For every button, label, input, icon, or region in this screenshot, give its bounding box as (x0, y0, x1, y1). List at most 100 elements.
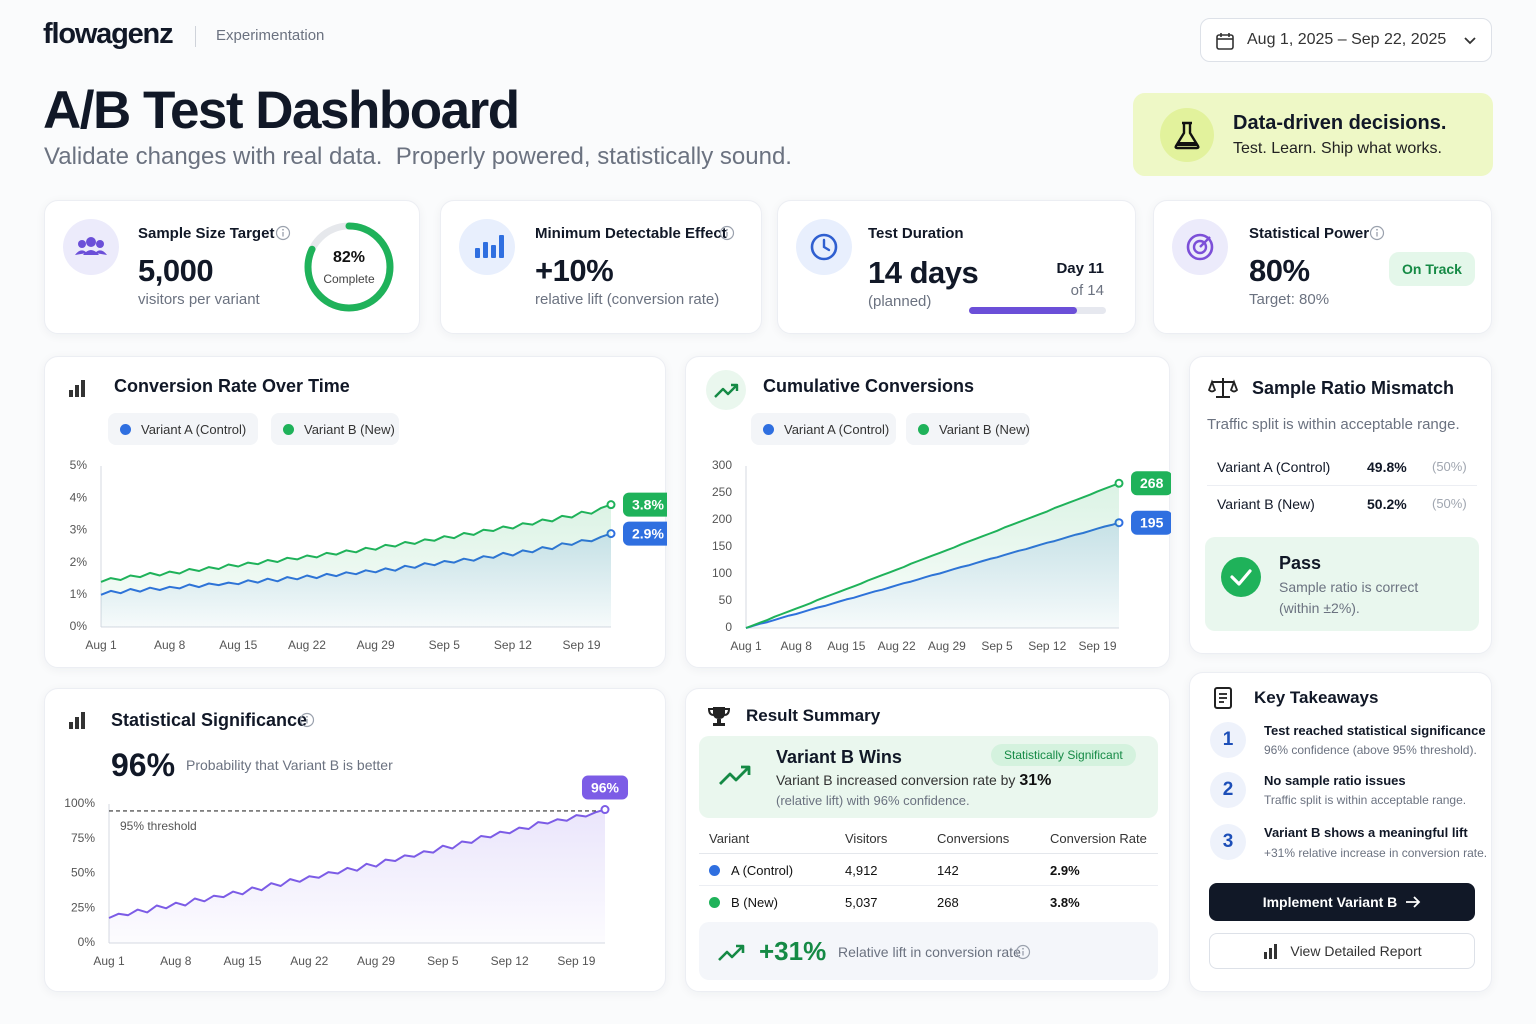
shape (491, 245, 496, 258)
takeaway-text: +31% relative increase in conversion rat… (1264, 846, 1488, 860)
check-icon (1221, 557, 1261, 597)
y-tick-label: 3% (70, 523, 88, 537)
legend-label: Variant A (Control) (784, 421, 890, 437)
info-icon (275, 225, 291, 241)
date-picker[interactable]: Aug 1, 2025 – Sep 22, 2025 (1200, 18, 1492, 62)
kpi-value: 5,000 (138, 253, 214, 288)
y-tick-label: 4% (70, 490, 88, 504)
x-tick-label: Aug 29 (357, 954, 395, 968)
users-icon (75, 237, 107, 255)
table-header: Visitors (845, 831, 888, 846)
value-label-bg (623, 521, 667, 546)
bar-icon (475, 235, 504, 258)
srm-card: Sample Ratio Mismatch Traffic split is w… (1189, 356, 1492, 654)
trend-icon (719, 765, 751, 785)
table-header: Conversions (937, 831, 1010, 846)
kpi-card: Test Duration 14 days (planned) Day 11 o… (777, 200, 1136, 334)
x-tick-label: Sep 19 (557, 954, 595, 968)
end-point (606, 500, 616, 510)
chart-title: Conversion Rate Over Time (114, 376, 350, 396)
table-cell: 2.9% (1050, 863, 1080, 878)
x-tick-label: Sep 5 (427, 954, 459, 968)
target-icon (1186, 233, 1214, 261)
y-tick-label: 150 (712, 539, 732, 553)
chart-title: Statistical Significance (111, 710, 308, 730)
y-tick-label: 75% (71, 831, 95, 845)
srm-share: 50.2% (1367, 496, 1407, 512)
kpi-caption: relative lift (conversion rate) (535, 291, 720, 308)
banner-text: Test. Learn. Ship what works. (1233, 140, 1442, 157)
x-tick-label: Sep 5 (429, 638, 461, 652)
icon-shape (707, 708, 731, 716)
chart-title: Cumulative Conversions (763, 376, 975, 396)
trophy-icon (707, 707, 731, 726)
variant-dot (709, 865, 720, 876)
takeaway-title: Test reached statistical significance (1264, 723, 1486, 738)
button-label: View Detailed Report (1290, 943, 1422, 959)
trend-icon (718, 944, 745, 961)
shape (1369, 225, 1385, 241)
icon-shape (822, 238, 831, 252)
chart-card: 0% 25% 50% 75% 100% Aug 1 Aug 8 Aug 15 Aug 22 Aug… (44, 688, 666, 992)
primary-button[interactable]: Implement Variant B (1209, 883, 1475, 921)
value-label-text: 268 (1140, 475, 1164, 491)
legend-item: Variant A (Control) (751, 413, 896, 445)
info-icon (719, 225, 735, 241)
y-tick-label: 0% (70, 619, 88, 633)
value-label: 268 (1131, 471, 1171, 496)
table-cell: 142 (937, 863, 959, 878)
secondary-button[interactable]: View Detailed Report (1209, 933, 1475, 969)
icon-shape (714, 383, 739, 398)
series-area (101, 504, 611, 627)
kpi-card: Minimum Detectable Effect +10% relative … (440, 200, 762, 334)
chart: 0% 1% 2% 3% 4% 5% Aug 1 Aug 8 Aug 15 Aug 22 Aug 29… (70, 458, 667, 652)
info-icon (299, 712, 315, 728)
takeaway-title: Variant B shows a meaningful lift (1264, 825, 1468, 840)
kpi-caption: visitors per variant (138, 291, 260, 308)
winner-title: Variant B Wins (776, 747, 902, 767)
table-header: Variant (709, 831, 750, 846)
badge: Statistically Significant (991, 744, 1136, 766)
ring-caption: Complete (323, 272, 375, 286)
y-tick-label: 100% (64, 796, 95, 810)
info-icon (1369, 225, 1385, 241)
table-cell: 4,912 (845, 863, 878, 878)
value-label-bg (1131, 471, 1171, 496)
x-tick-label: Aug 1 (730, 639, 762, 653)
shape (81, 380, 85, 397)
x-tick-label: Aug 1 (85, 638, 117, 652)
shape (75, 385, 79, 397)
x-tick-label: Sep 12 (491, 954, 529, 968)
x-tick-label: Aug 15 (219, 638, 257, 652)
chart-icon (706, 370, 746, 410)
value-label: 195 (1131, 510, 1171, 535)
x-tick-label: Aug 15 (827, 639, 865, 653)
card-subtitle: Traffic split is within acceptable range… (1207, 416, 1460, 433)
threshold-label: 95% threshold (120, 819, 197, 833)
result-card: Result Summary Variant B Wins Statistica… (685, 688, 1170, 992)
shape (78, 240, 86, 248)
headline-caption: Probability that Variant B is better (186, 757, 393, 773)
y-tick-label: 100 (712, 566, 732, 580)
legend-swatch (283, 423, 294, 435)
value-label-bg (623, 492, 667, 517)
total-label: of 14 (1070, 282, 1104, 299)
day-label: Day 11 (1056, 260, 1104, 277)
icon-shape (75, 250, 107, 255)
icon-shape (1199, 236, 1211, 248)
x-tick-label: Aug 22 (288, 638, 326, 652)
x-tick-label: Aug 29 (928, 639, 966, 653)
kpi-label: Sample Size Target (138, 225, 275, 242)
shape (1216, 34, 1234, 50)
value-label: 3.8% (623, 492, 667, 517)
shape (275, 225, 291, 241)
flask-icon (1174, 121, 1200, 150)
legend-swatch (120, 423, 131, 435)
chart-icon (69, 380, 85, 397)
value-label-text: 195 (1140, 514, 1164, 530)
legend-label: Variant A (Control) (141, 421, 247, 437)
lift-value: +31% (759, 936, 827, 966)
takeaways-card: Key Takeaways 1 Test reached statistical… (1189, 672, 1492, 992)
icon-shape (1177, 142, 1197, 146)
